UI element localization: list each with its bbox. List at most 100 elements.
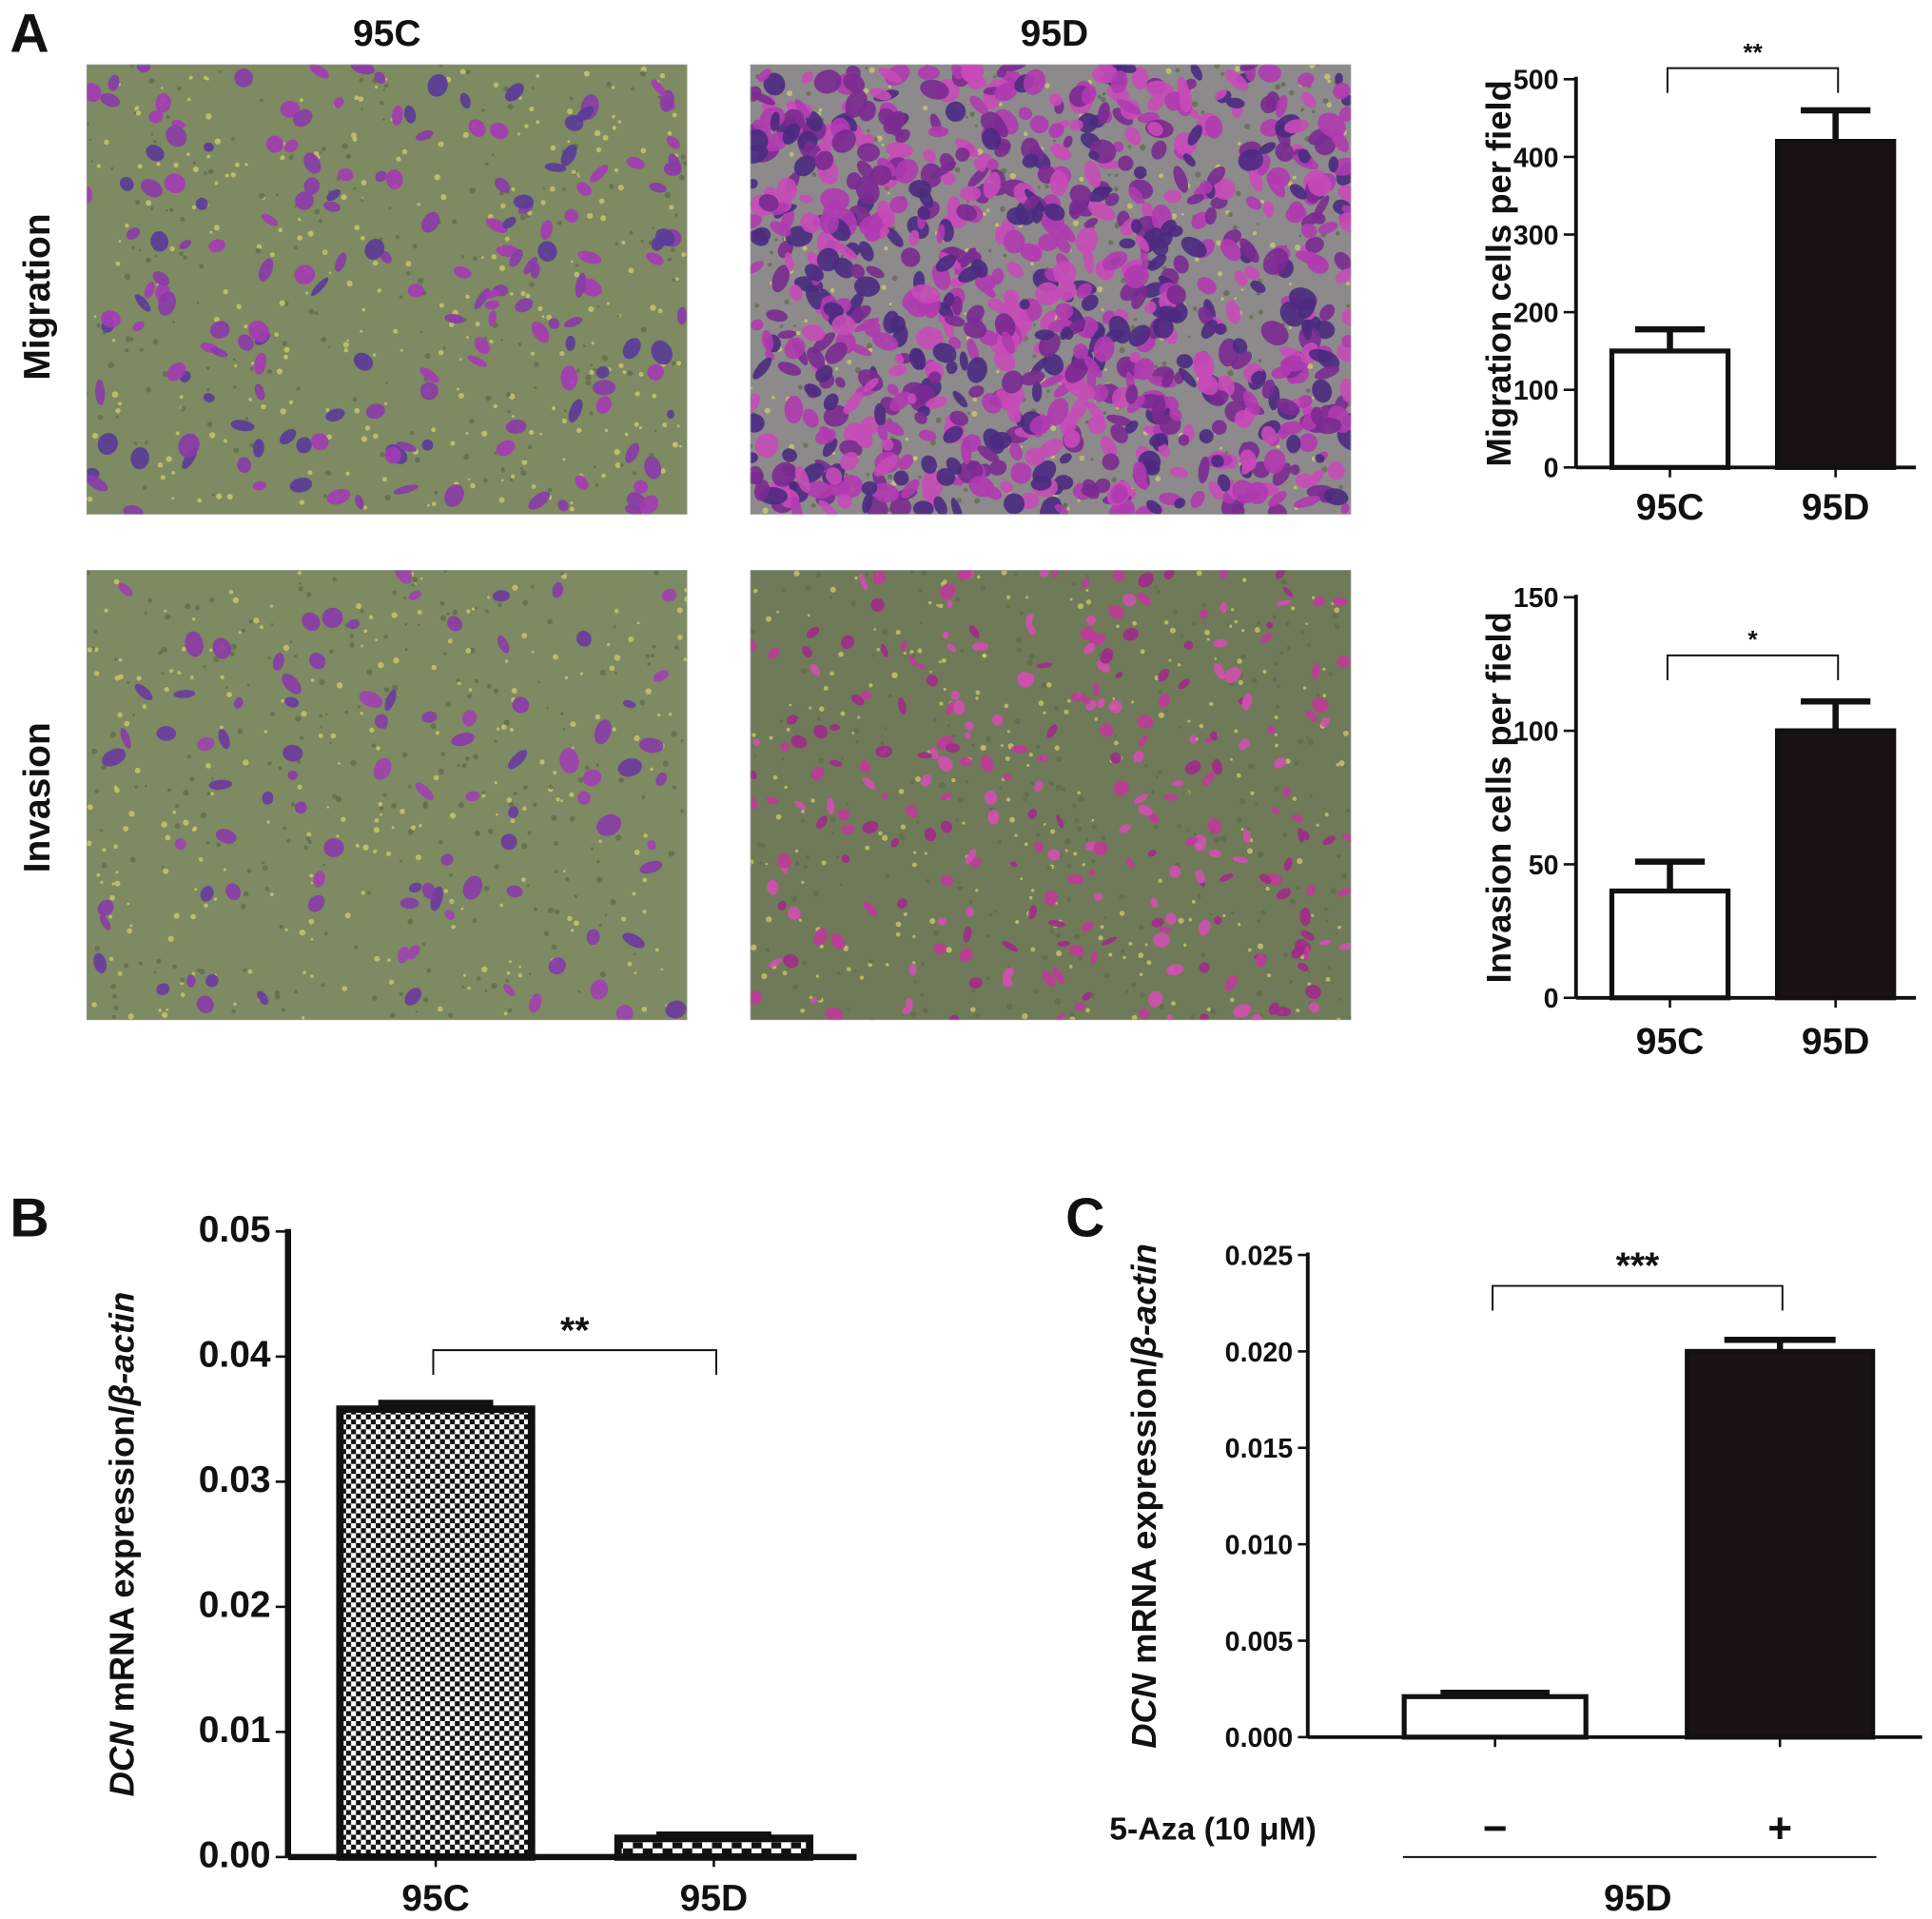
stained-cell <box>1308 348 1333 362</box>
membrane-pore <box>781 757 785 761</box>
membrane-pore <box>279 300 285 306</box>
membrane-pore <box>449 813 457 819</box>
stained-cell <box>940 583 956 600</box>
stained-cell <box>1241 694 1253 711</box>
membrane-pore <box>137 164 143 169</box>
membrane-pore <box>361 180 367 186</box>
membrane-pore <box>549 186 556 192</box>
stained-cell <box>1129 351 1141 363</box>
stained-cell <box>1082 696 1091 705</box>
membrane-pore <box>539 759 545 765</box>
membrane-pore <box>1246 848 1253 854</box>
membrane-pore <box>632 471 636 476</box>
membrane-pore <box>509 728 514 733</box>
stained-cell <box>173 690 196 698</box>
stained-cell <box>1232 856 1248 864</box>
membrane-pore <box>518 96 522 100</box>
membrane-pore <box>567 140 571 144</box>
membrane-pore <box>90 160 94 164</box>
membrane-pore <box>1192 620 1197 626</box>
stained-cell <box>907 393 917 404</box>
stained-cell <box>1082 991 1092 1001</box>
stained-cell <box>1147 850 1157 857</box>
membrane-pore <box>888 191 890 195</box>
stained-cell <box>1027 809 1038 819</box>
stained-cell <box>831 129 856 153</box>
membrane-pore <box>521 633 528 638</box>
membrane-pore <box>465 431 469 435</box>
membrane-pore <box>133 441 138 446</box>
membrane-pore <box>1154 585 1158 589</box>
membrane-pore <box>1298 234 1302 238</box>
membrane-pore <box>768 262 772 267</box>
stained-cell <box>770 221 791 237</box>
membrane-pore <box>1312 596 1316 599</box>
stained-cell <box>279 428 297 445</box>
stained-cell <box>1088 326 1105 353</box>
stained-cell <box>933 943 946 955</box>
stained-cell <box>325 408 345 422</box>
stained-cell <box>767 879 779 895</box>
membrane-pore <box>210 777 214 781</box>
membrane-pore <box>560 799 564 803</box>
stained-cell <box>1206 166 1226 186</box>
membrane-pore <box>212 656 220 662</box>
membrane-pore <box>363 629 368 634</box>
membrane-pore <box>307 840 312 844</box>
stained-cell <box>927 126 949 138</box>
stained-cell <box>1238 148 1263 171</box>
membrane-pore <box>244 324 248 329</box>
membrane-pore <box>166 208 168 212</box>
stained-cell <box>1298 148 1311 164</box>
membrane-pore <box>465 69 471 74</box>
stained-cell <box>421 711 438 723</box>
stained-cell <box>965 732 971 740</box>
membrane-pore <box>93 671 100 676</box>
stained-cell <box>261 213 279 226</box>
stained-cell <box>1097 634 1105 646</box>
stained-cell <box>930 161 957 179</box>
stained-cell <box>1083 642 1096 655</box>
stained-cell <box>333 97 344 108</box>
membrane-pore <box>1055 950 1063 957</box>
stained-cell <box>576 182 592 196</box>
membrane-pore <box>678 444 682 448</box>
membrane-pore <box>1309 64 1316 69</box>
y-tick-label: 0.020 <box>1225 1338 1294 1368</box>
membrane-pore <box>205 763 211 769</box>
membrane-pore <box>173 162 179 168</box>
membrane-pore <box>1156 590 1161 594</box>
y-tick-label: 0.010 <box>1225 1531 1294 1561</box>
stained-cell <box>768 647 780 659</box>
stained-cell <box>1046 291 1061 304</box>
membrane-pore <box>1234 729 1239 734</box>
stained-cell <box>576 106 595 122</box>
membrane-pore <box>243 891 249 897</box>
membrane-pore <box>895 921 902 928</box>
stained-cell <box>634 480 648 494</box>
membrane-pore <box>668 257 673 262</box>
stained-cell <box>878 67 902 84</box>
stained-cell <box>560 365 578 391</box>
stained-cell <box>1261 379 1276 399</box>
membrane-pore <box>551 405 556 411</box>
membrane-pore <box>314 208 321 215</box>
y-tick-label: 400 <box>1513 143 1559 173</box>
stained-cell <box>799 194 813 204</box>
membrane-pore <box>1327 79 1332 84</box>
stained-cell <box>1040 310 1056 330</box>
stained-cell <box>1199 609 1209 619</box>
membrane-pore <box>756 842 761 847</box>
membrane-pore <box>1227 370 1234 377</box>
membrane-pore <box>641 794 646 799</box>
membrane-pore <box>190 913 196 920</box>
membrane-pore <box>1077 826 1083 832</box>
stained-cell <box>1057 940 1070 947</box>
stained-cell <box>810 997 817 1004</box>
stained-cell <box>816 815 828 830</box>
membrane-pore <box>598 198 605 205</box>
membrane-pore <box>381 117 385 121</box>
stained-cell <box>960 186 981 202</box>
membrane-pore <box>1146 960 1152 966</box>
stained-cell <box>1003 289 1020 305</box>
